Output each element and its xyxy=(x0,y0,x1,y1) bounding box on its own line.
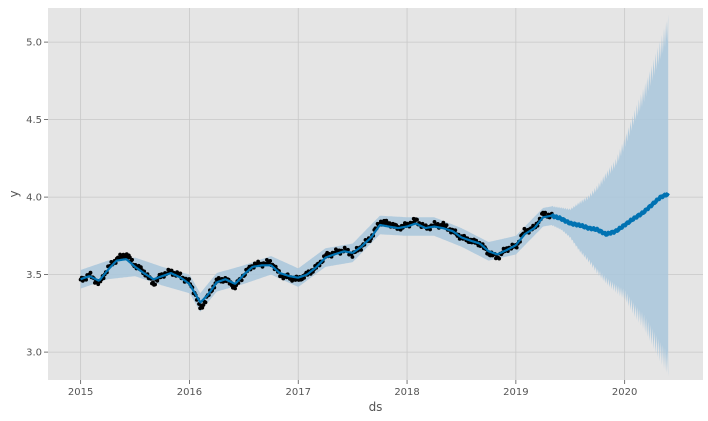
observed-point xyxy=(233,286,238,291)
observed-point xyxy=(432,220,437,224)
uncertainty-band xyxy=(80,14,669,377)
x-tick-label: 2019 xyxy=(503,387,528,398)
observed-point xyxy=(342,245,347,250)
x-tick-label: 2016 xyxy=(177,387,202,398)
observed-point xyxy=(139,265,143,270)
x-tick-label: 2020 xyxy=(612,387,637,398)
observed-point xyxy=(187,277,192,281)
trend-lines xyxy=(80,192,670,304)
observed-point xyxy=(203,300,208,305)
y-axis-label: y xyxy=(7,190,21,197)
observed-point xyxy=(127,255,132,260)
observed-point xyxy=(80,279,85,283)
observed-point xyxy=(514,245,519,250)
observed-point xyxy=(543,210,548,215)
y-tick-label: 3.5 xyxy=(26,270,42,281)
observed-point xyxy=(428,227,432,232)
observed-point xyxy=(522,226,527,231)
observed-point xyxy=(268,259,273,263)
observed-point xyxy=(155,278,160,283)
observed-point xyxy=(415,217,419,222)
uncertainty-interval xyxy=(80,14,669,377)
y-axis-ticks: 3.0 3.5 4.0 4.5 5.0 xyxy=(26,38,48,359)
y-tick-label: 4.0 xyxy=(26,193,42,204)
observed-point xyxy=(178,271,183,276)
observed-point xyxy=(96,282,101,287)
x-axis-label: ds xyxy=(369,400,383,414)
observed-point xyxy=(387,221,392,226)
observed-point xyxy=(359,248,363,252)
observed-point xyxy=(201,303,206,307)
forecast-line xyxy=(550,192,670,237)
observed-point xyxy=(444,223,449,228)
observed-point xyxy=(350,255,355,259)
y-tick-label: 3.0 xyxy=(26,348,42,359)
y-tick-label: 4.5 xyxy=(26,115,42,126)
observed-point xyxy=(497,256,502,261)
observed-point xyxy=(88,270,93,275)
observed-point xyxy=(130,257,135,262)
x-tick-label: 2018 xyxy=(394,387,419,398)
x-axis-ticks: 2015 2016 2017 2018 2019 2020 xyxy=(68,380,637,398)
x-tick-label: 2017 xyxy=(286,387,311,398)
observed-point xyxy=(153,282,158,287)
observed-point xyxy=(281,276,286,281)
x-tick-label: 2015 xyxy=(68,387,93,398)
y-tick-label: 5.0 xyxy=(26,38,42,49)
